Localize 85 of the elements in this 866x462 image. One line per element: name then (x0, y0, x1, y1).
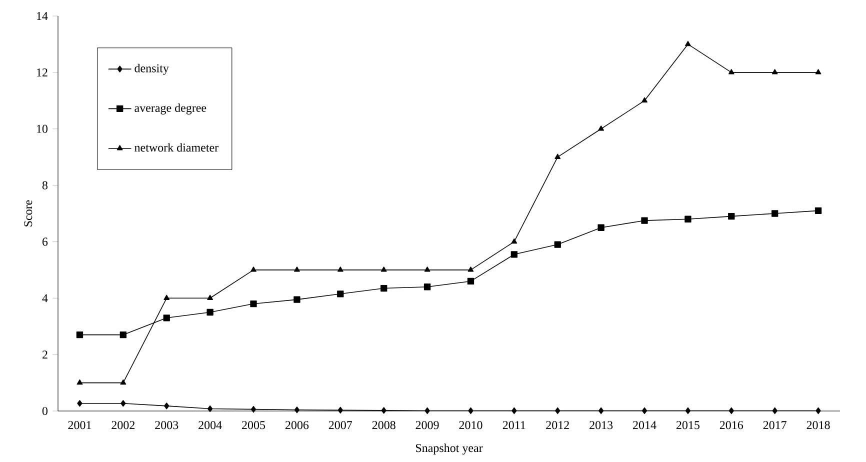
point (684, 216, 692, 222)
point (554, 154, 561, 159)
point (338, 406, 343, 414)
point (641, 217, 648, 224)
x-tick-label: 2005 (242, 421, 266, 430)
point (598, 407, 604, 414)
x-tick-label: 2018 (806, 421, 830, 430)
point (120, 331, 127, 338)
point (467, 278, 474, 285)
point (381, 407, 386, 414)
legend-label: network diameter (134, 143, 218, 152)
point (642, 97, 648, 103)
point (598, 126, 604, 131)
point (206, 308, 214, 316)
y-tick-label: 14 (37, 12, 48, 20)
point (163, 314, 170, 322)
y-tick-label: 0 (42, 406, 48, 416)
x-tick-label: 2003 (155, 421, 178, 430)
x-tick-label: 2007 (328, 421, 352, 430)
x-tick-label: 2013 (590, 421, 613, 430)
x-axis-title: Snapshot year (416, 444, 483, 455)
point (815, 69, 822, 74)
y-tick-label: 4 (42, 294, 48, 302)
point (380, 266, 387, 272)
point (337, 290, 344, 298)
x-tick-label: 2002 (112, 421, 135, 430)
point (511, 238, 518, 244)
point (250, 406, 256, 413)
x-tick-label: 2015 (676, 421, 700, 430)
x-tick-label: 2011 (502, 421, 526, 430)
point (772, 407, 778, 414)
x-tick-label: 2006 (285, 421, 309, 430)
point (294, 406, 300, 414)
point (294, 296, 300, 303)
point (468, 407, 474, 414)
y-tick-label: 6 (42, 238, 48, 246)
point (120, 379, 126, 385)
point (555, 407, 560, 414)
x-tick-label: 2008 (372, 421, 396, 430)
point (728, 407, 734, 414)
legend-label: average degree (134, 104, 206, 114)
point (424, 266, 430, 272)
x-tick-label: 2004 (198, 421, 222, 430)
point (510, 251, 518, 258)
point (424, 284, 431, 290)
point (728, 212, 735, 220)
x-tick-label: 2010 (459, 421, 482, 430)
point (512, 407, 517, 414)
point (468, 266, 474, 272)
point (685, 407, 691, 414)
point (380, 284, 388, 292)
y-tick-label: 12 (37, 68, 48, 76)
point (814, 207, 822, 214)
point (76, 379, 83, 385)
y-tick-label: 8 (42, 181, 48, 190)
point (164, 402, 170, 410)
point (554, 241, 561, 248)
point (164, 294, 170, 300)
point (728, 69, 734, 74)
point (685, 40, 691, 46)
x-tick-label: 2016 (720, 421, 744, 430)
point (816, 407, 821, 414)
y-tick-label: 2 (42, 350, 48, 359)
point (598, 224, 604, 231)
point (772, 210, 778, 217)
point (250, 300, 257, 308)
y-tick-label: 10 (37, 124, 48, 133)
x-tick-label: 2012 (546, 421, 569, 430)
legend-label: density (134, 64, 169, 75)
point (294, 266, 300, 272)
point (120, 400, 126, 407)
point (207, 405, 213, 412)
point (77, 400, 82, 407)
y-axis-title: Score (24, 200, 32, 226)
x-tick-label: 2009 (416, 421, 439, 430)
point (76, 331, 84, 338)
point (772, 69, 778, 74)
x-tick-label: 2001 (68, 421, 92, 430)
point (207, 294, 213, 300)
point (424, 407, 430, 414)
x-tick-label: 2017 (763, 421, 786, 430)
point (250, 266, 256, 272)
x-tick-label: 2014 (633, 421, 656, 430)
point (337, 266, 344, 272)
point (642, 407, 648, 414)
